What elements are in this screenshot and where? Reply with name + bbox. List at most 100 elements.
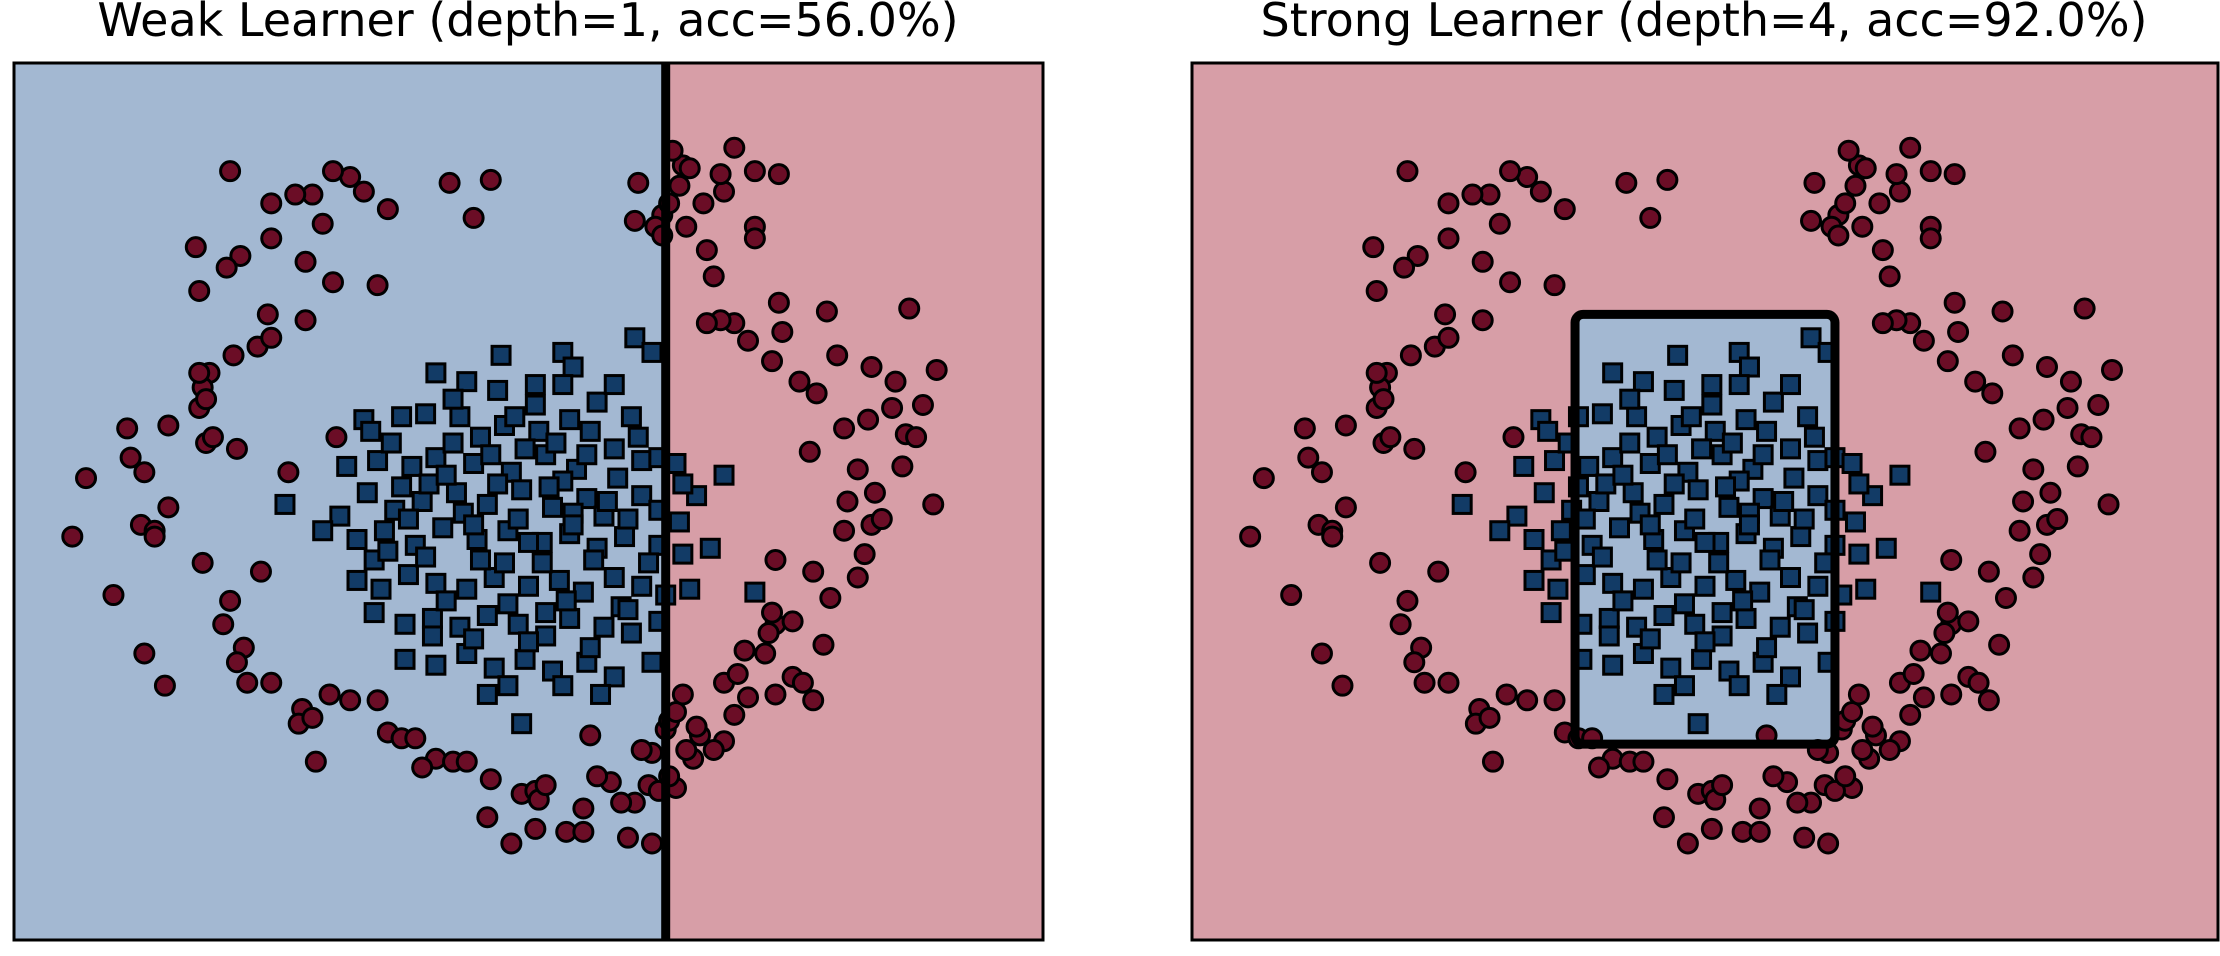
left-point-inner-65	[603, 567, 625, 589]
left-point-inner-55	[699, 537, 721, 559]
right-point-outer-53	[1403, 651, 1426, 674]
right-point-inner-12	[1735, 409, 1757, 431]
right-point-outer-112	[2073, 297, 2096, 320]
right-point-inner-112	[1759, 549, 1781, 571]
left-point-inner-35	[511, 479, 533, 501]
left-point-inner-17	[401, 455, 423, 477]
left-point-outer-114	[860, 356, 883, 379]
left-point-inner-42	[312, 520, 334, 542]
right-point-inner-17	[1578, 455, 1600, 477]
left-point-inner-39	[631, 485, 653, 507]
right-point-outer-159	[1878, 738, 1901, 761]
right-point-inner-23	[1780, 438, 1801, 460]
right-point-outer-121	[1936, 350, 1959, 373]
left-point-inner-132	[596, 491, 618, 512]
left-point-inner-58	[397, 564, 419, 586]
right-point-inner-138	[1844, 511, 1866, 533]
left-point-outer-131	[668, 174, 691, 197]
right-point-inner-70	[1540, 602, 1562, 624]
right-point-outer-149	[1974, 440, 1997, 463]
left-point-inner-106	[507, 508, 529, 530]
left-point-inner-85	[514, 648, 536, 670]
left-point-outer-104	[870, 508, 893, 531]
right-point-inner-96	[1646, 426, 1668, 448]
left-point-outer-9	[321, 160, 344, 183]
right-point-outer-147	[1912, 329, 1935, 352]
right-point-outer-36	[1365, 361, 1388, 384]
left-point-inner-77	[559, 607, 581, 629]
right-point-inner-85	[1691, 648, 1713, 670]
left-point-outer-171	[737, 686, 760, 709]
right-point-inner-82	[1602, 654, 1624, 676]
right-point-inner-15	[1513, 455, 1535, 477]
right-point-inner-120	[1756, 637, 1778, 659]
right-point-outer-96	[1902, 662, 1925, 685]
right-point-outer-17	[1471, 250, 1494, 273]
left-point-outer-136	[627, 171, 650, 194]
right-point-outer-10	[1461, 183, 1484, 206]
left-point-outer-40	[277, 461, 300, 484]
left-point-inner-137	[391, 476, 413, 498]
right-point-outer-74	[1676, 832, 1699, 855]
left-point-inner-60	[456, 578, 478, 600]
right-point-inner-109	[1591, 546, 1613, 568]
left-point-outer-37	[260, 326, 283, 349]
left-point-inner-104	[397, 508, 419, 530]
right-point-inner-72	[1598, 607, 1620, 629]
right-point-outer-163	[1711, 774, 1734, 797]
left-point-outer-44	[143, 525, 166, 548]
right-point-outer-37	[1437, 326, 1460, 349]
left-point-outer-18	[321, 271, 344, 294]
right-point-outer-58	[1478, 706, 1501, 729]
right-point-outer-113	[2059, 370, 2082, 393]
left-point-inner-19	[463, 452, 485, 474]
left-point-inner-115	[497, 593, 519, 615]
right-point-outer-40	[1454, 461, 1477, 484]
right-point-inner-26	[1841, 452, 1863, 474]
left-point-inner-101	[487, 473, 509, 495]
left-point-outer-151	[905, 426, 928, 449]
right-point-inner-69	[1920, 581, 1942, 603]
left-point-outer-42	[157, 496, 180, 519]
left-point-outer-117	[805, 382, 828, 405]
right-point-inner-99	[1595, 473, 1617, 495]
right-point-outer-34	[1379, 426, 1402, 449]
right-point-outer-3	[1529, 180, 1552, 203]
right-point-inner-119	[1694, 631, 1716, 653]
right-point-inner-143	[1766, 683, 1788, 705]
left-point-outer-80	[586, 765, 609, 788]
right-point-outer-60	[1516, 689, 1539, 712]
right-point-outer-148	[1964, 370, 1987, 393]
left-point-inner-3	[562, 356, 584, 378]
right-point-inner-121	[1673, 675, 1695, 697]
left-point-outer-11	[260, 192, 283, 215]
left-point-inner-109	[415, 546, 437, 568]
left-point-inner-119	[518, 631, 539, 653]
left-point-outer-46	[249, 560, 272, 583]
right-point-outer-135	[1943, 163, 1966, 186]
right-point-inner-131	[1694, 531, 1716, 553]
right-point-inner-141	[1711, 602, 1733, 624]
left-point-inner-95	[442, 432, 464, 454]
left-point-outer-98	[764, 548, 787, 571]
right-point-inner-115	[1673, 593, 1695, 615]
left-point-outer-112	[898, 297, 921, 320]
left-point-inner-136	[627, 426, 649, 448]
left-point-outer-71	[476, 806, 499, 829]
left-point-inner-44	[373, 520, 395, 542]
left-point-outer-55	[260, 671, 283, 694]
left-point-outer-110	[911, 394, 934, 417]
left-point-outer-148	[788, 370, 811, 393]
right-point-outer-126	[1878, 265, 1901, 288]
right-point-inner-44	[1550, 520, 1572, 542]
left-point-outer-150	[833, 417, 856, 440]
left-point-inner-57	[370, 578, 392, 600]
right-point-outer-168	[1861, 715, 1884, 738]
right-point-outer-106	[2039, 481, 2062, 504]
right-point-outer-48	[1389, 613, 1412, 636]
left-point-outer-34	[201, 426, 224, 449]
left-point-inner-92	[487, 379, 509, 401]
left-point-outer-152	[922, 493, 945, 516]
right-point-outer-78	[1748, 820, 1771, 843]
